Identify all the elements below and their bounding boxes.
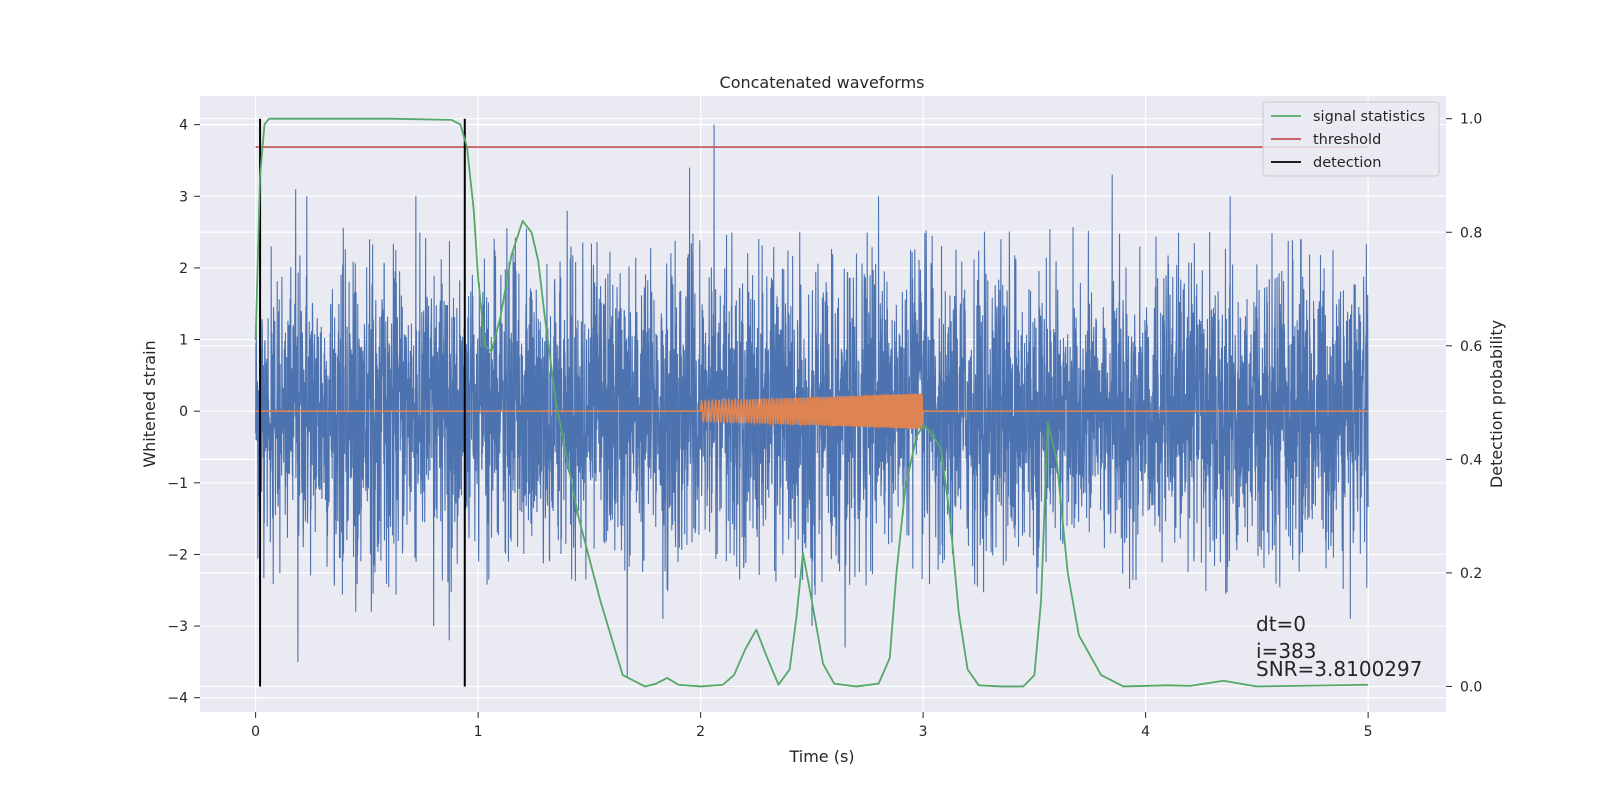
y-tick-label: −1 — [167, 476, 188, 492]
y-tick-label: −4 — [167, 691, 188, 707]
x-tick-label: 4 — [1141, 724, 1150, 740]
legend-label-detection: detection — [1313, 155, 1381, 171]
chart-title: Concatenated waveforms — [720, 73, 925, 92]
y2-tick-label: 0.6 — [1460, 339, 1482, 355]
annotation-snr: SNR=3.8100297 — [1256, 657, 1422, 681]
x-tick-label: 0 — [251, 724, 260, 740]
y2-tick-label: 0.4 — [1460, 452, 1482, 468]
y-tick-label: 1 — [179, 333, 188, 349]
y2-axis-title: Detection probability — [1487, 320, 1506, 488]
ticks-layer: 0 1 2 3 4 5 4 3 2 1 0 −1 −2 −3 −4 1.0 0.8 0.6 0.4 0.2 0.0 — [167, 112, 1482, 740]
y-tick-label: 3 — [179, 189, 188, 205]
legend-box — [1262, 101, 1440, 177]
y-tick-label: −2 — [167, 547, 188, 563]
annotation-index: i=383 — [1256, 639, 1317, 663]
annotation-dt: dt=0 — [1256, 612, 1306, 636]
y2-tick-label: 1.0 — [1460, 112, 1482, 128]
x-tick-label: 3 — [919, 724, 928, 740]
strain-series — [255, 124, 1369, 677]
legend: signal statistics threshold detection — [1262, 101, 1440, 177]
y-tick-label: 4 — [179, 118, 188, 134]
y2-tick-label: 0.0 — [1460, 679, 1482, 695]
series-layer — [254, 117, 1369, 688]
y-axis-title: Whitened strain — [140, 340, 159, 467]
signal-statistics-series — [254, 117, 1369, 688]
x-axis-title: Time (s) — [788, 747, 854, 766]
x-tick-label: 2 — [696, 724, 705, 740]
injection-series — [255, 393, 1369, 430]
x-tick-label: 1 — [474, 724, 483, 740]
y-tick-label: −3 — [167, 619, 188, 635]
y-tick-label: 2 — [179, 261, 188, 277]
legend-label-threshold: threshold — [1313, 132, 1381, 148]
legend-label-signal-statistics: signal statistics — [1313, 109, 1425, 125]
y2-tick-label: 0.8 — [1460, 225, 1482, 241]
x-tick-label: 5 — [1364, 724, 1373, 740]
y-tick-label: 0 — [179, 404, 188, 420]
y2-tick-label: 0.2 — [1460, 566, 1482, 582]
